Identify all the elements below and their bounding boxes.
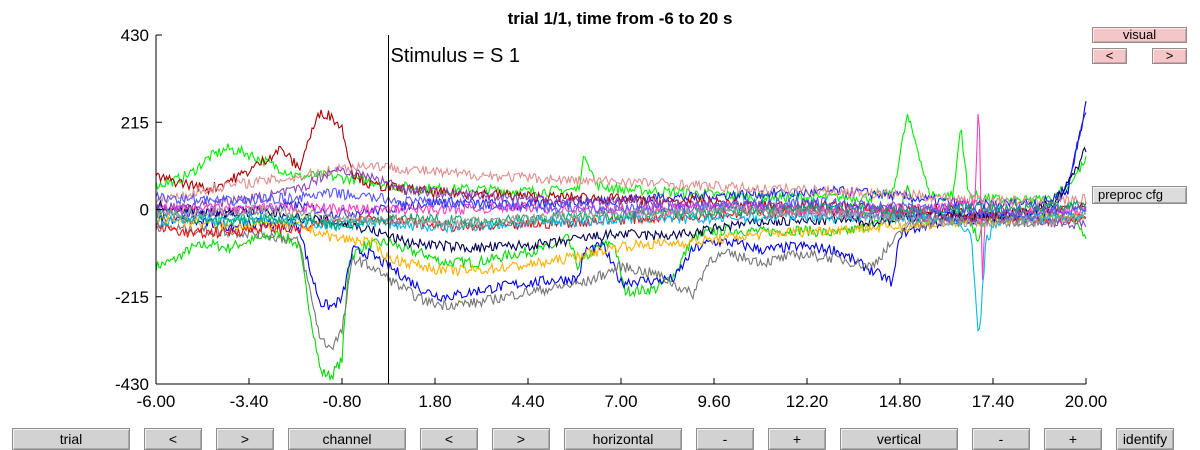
- eeg-series-16: [155, 202, 1087, 230]
- eeg-series-13: [155, 113, 1087, 280]
- horizontal-button[interactable]: horizontal: [564, 428, 682, 450]
- x-tick-label: 4.40: [511, 392, 544, 411]
- eeg-series-15: [155, 187, 1087, 220]
- eeg-series-8: [155, 208, 1087, 277]
- y-tick-label: 430: [121, 26, 149, 45]
- stimulus-label: Stimulus = S 1: [391, 45, 521, 67]
- eeg-series-3: [155, 100, 1087, 311]
- vertical-button[interactable]: vertical: [840, 428, 958, 450]
- chart-title: trial 1/1, time from -6 to 20 s: [508, 9, 733, 28]
- x-tick-label: 9.60: [697, 392, 730, 411]
- eeg-series-7: [155, 205, 1087, 239]
- eeg-series-14: [155, 199, 1087, 232]
- horizontal-plus-button[interactable]: +: [768, 428, 826, 450]
- trial-button[interactable]: trial: [12, 428, 130, 450]
- x-tick-label: 12.20: [786, 392, 829, 411]
- channel-button[interactable]: channel: [288, 428, 406, 450]
- event-layer: Stimulus = S 1: [388, 35, 521, 384]
- x-tick-label: -0.80: [323, 392, 362, 411]
- trial-prev-button[interactable]: <: [144, 428, 202, 450]
- horizontal-minus-button[interactable]: -: [696, 428, 754, 450]
- x-tick-label: -6.00: [137, 392, 176, 411]
- visual-next-button[interactable]: >: [1152, 48, 1187, 64]
- x-tick-label: 1.80: [418, 392, 451, 411]
- preproc-cfg-button[interactable]: preproc cfg: [1092, 186, 1187, 204]
- y-tick-label: -430: [115, 375, 149, 394]
- vertical-minus-button[interactable]: -: [972, 428, 1030, 450]
- y-tick-label: -215: [115, 288, 149, 307]
- eeg-series-12: [155, 166, 1087, 231]
- y-tick-label: 215: [121, 113, 149, 132]
- channel-next-button[interactable]: >: [492, 428, 550, 450]
- tick-layer: -6.00 -3.40 -0.80 1.80 4.40 7.00 9.60 12.20 14.8…: [115, 26, 1107, 411]
- identify-button[interactable]: identify: [1116, 428, 1174, 450]
- x-tick-label: 7.00: [604, 392, 637, 411]
- y-tick-label: 0: [140, 201, 149, 220]
- x-tick-label: 14.80: [879, 392, 922, 411]
- visual-prev-button[interactable]: <: [1092, 48, 1127, 64]
- eeg-series-11: [155, 161, 1087, 209]
- eeg-series-5: [155, 211, 1086, 351]
- channel-prev-button[interactable]: <: [420, 428, 478, 450]
- x-tick-label: 20.00: [1065, 392, 1108, 411]
- visual-button[interactable]: visual: [1092, 27, 1187, 43]
- x-tick-label: -3.40: [230, 392, 269, 411]
- x-tick-label: 17.40: [972, 392, 1015, 411]
- vertical-plus-button[interactable]: +: [1044, 428, 1102, 450]
- trial-next-button[interactable]: >: [216, 428, 274, 450]
- series-layer: [155, 100, 1087, 382]
